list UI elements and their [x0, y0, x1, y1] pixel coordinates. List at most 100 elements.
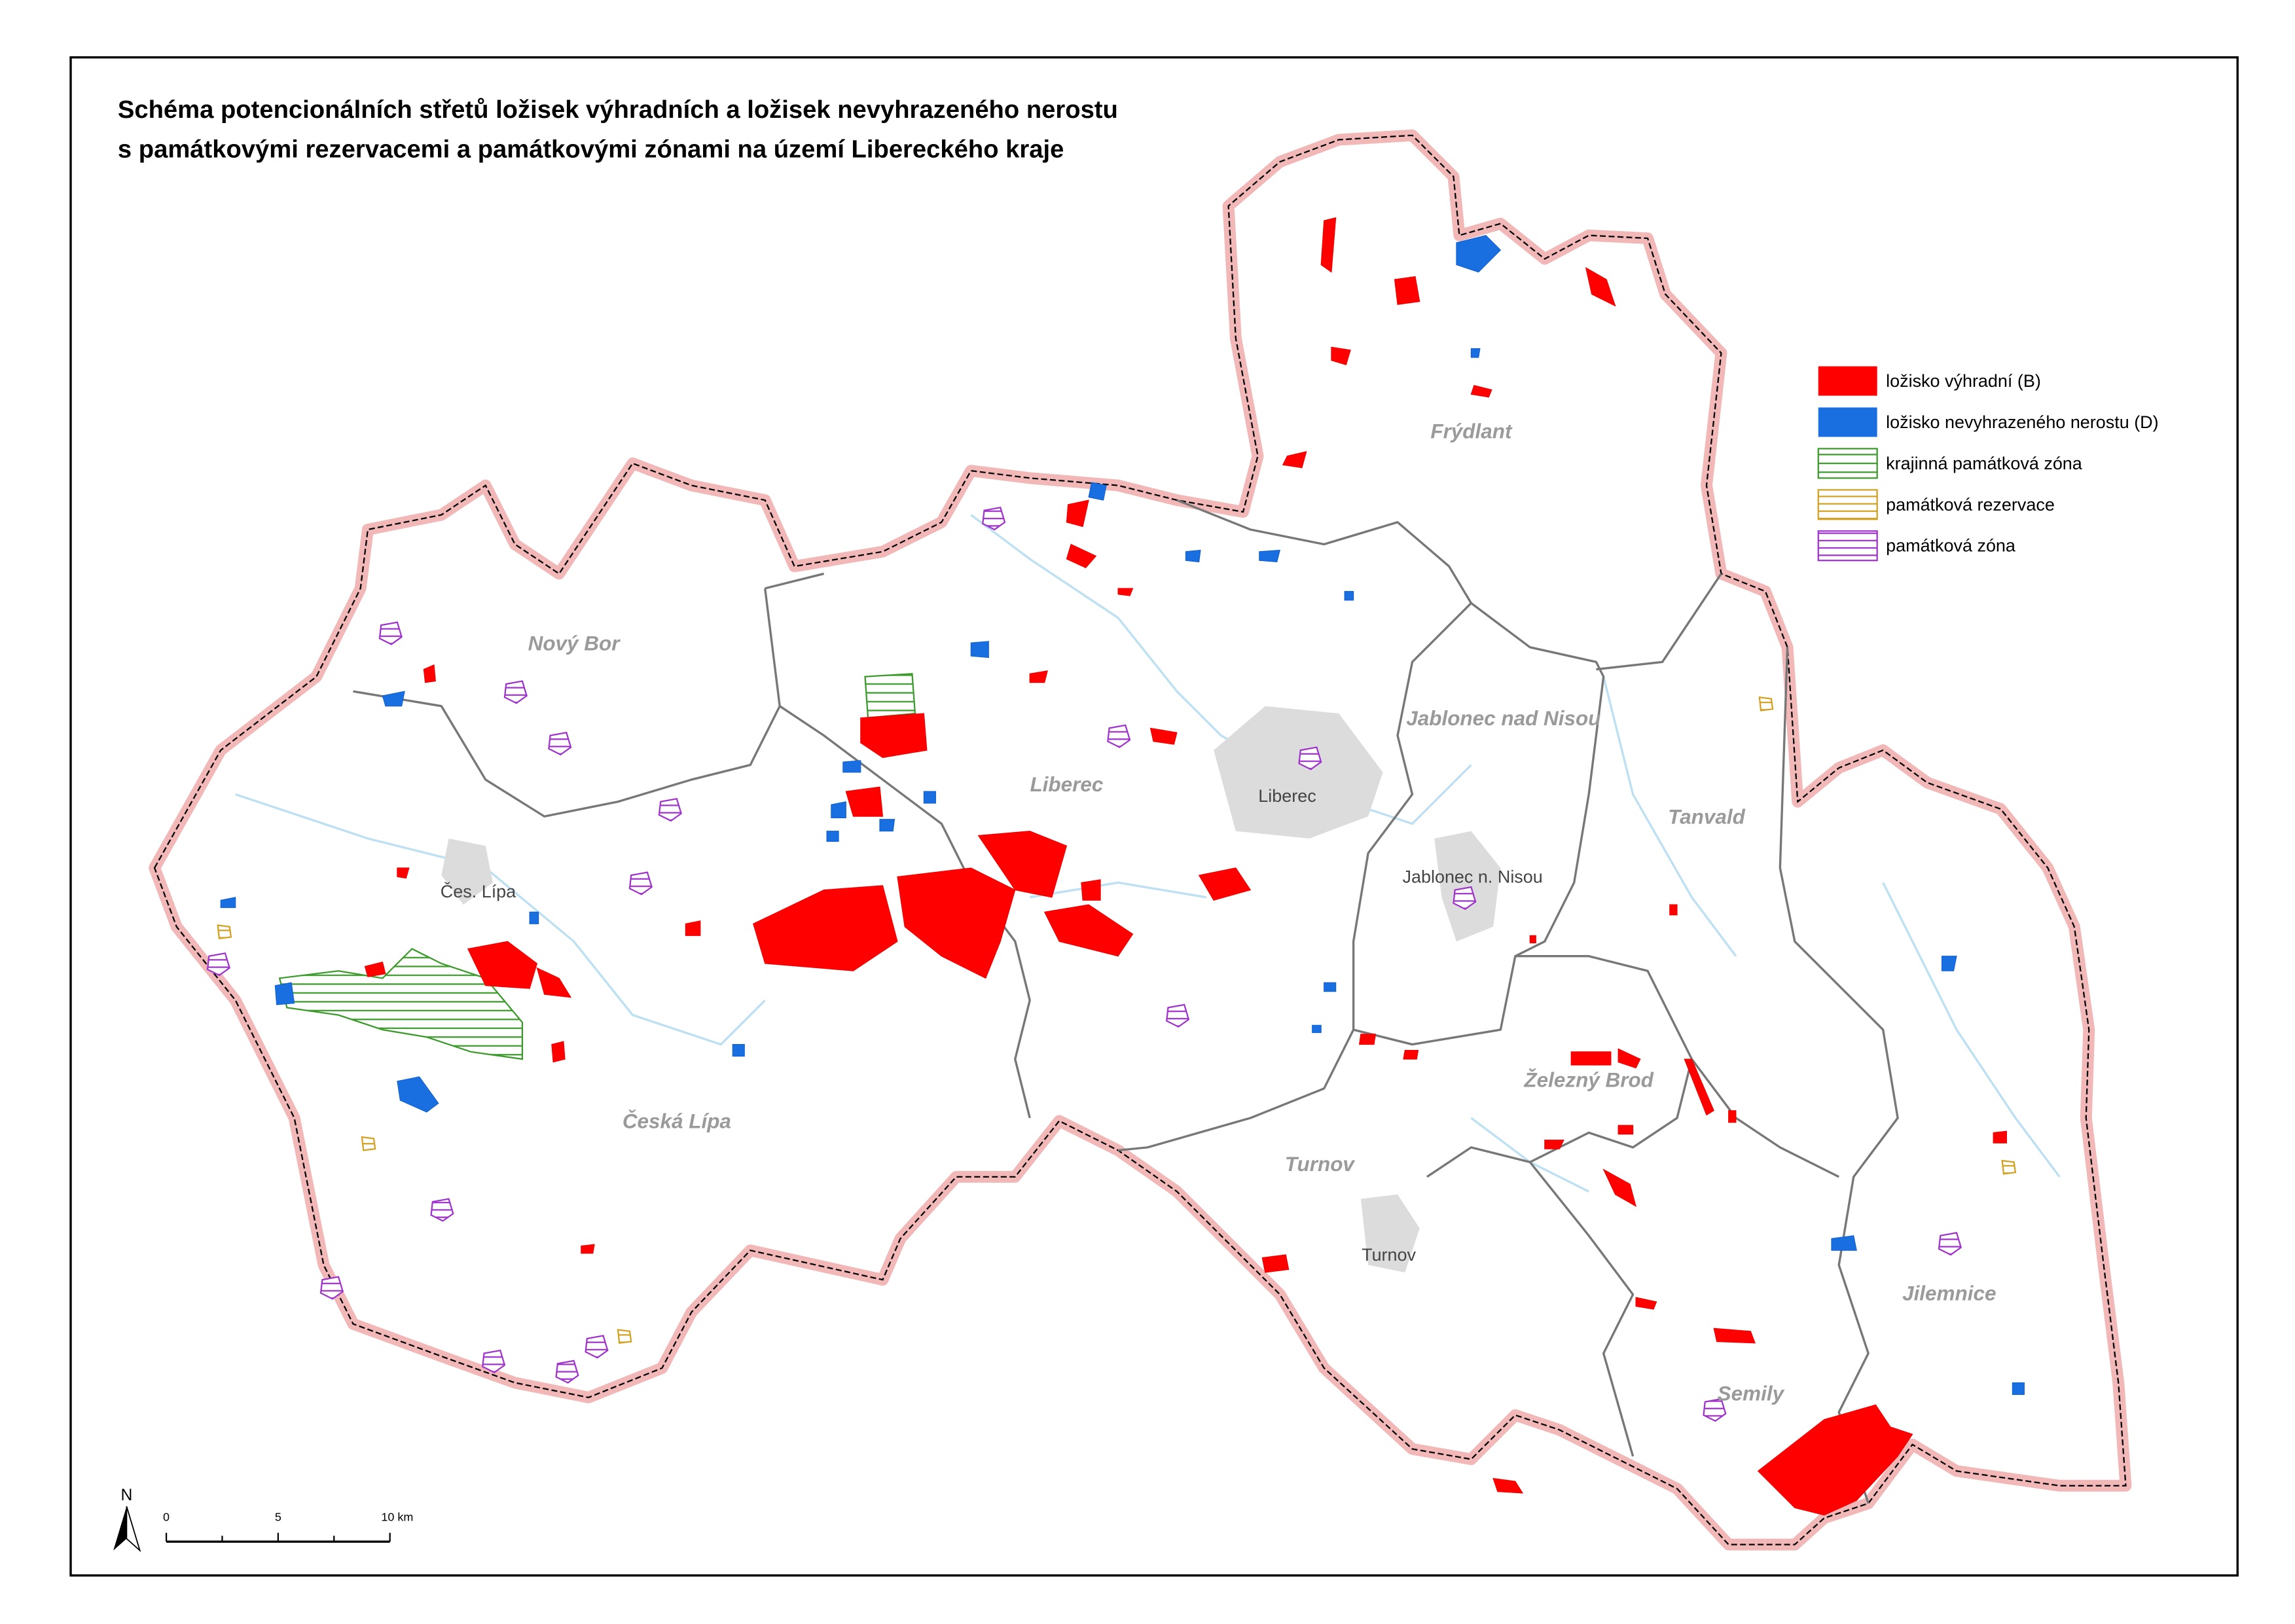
non-reserved-deposit: [831, 801, 846, 819]
district-label: Nový Bor: [528, 632, 621, 655]
scale-label: 10 km: [381, 1511, 413, 1524]
district-label: Semily: [1718, 1382, 1785, 1405]
district-label: Jilemnice: [1902, 1282, 1996, 1305]
heritage-zone: [503, 680, 528, 704]
heritage-reserve: [617, 1329, 632, 1344]
scale-bar: 0 5 10 km: [163, 1511, 413, 1543]
reserved-deposit: [845, 786, 884, 817]
heritage-zone: [430, 1198, 454, 1222]
legend-swatch: [1818, 407, 1877, 437]
landscape-zone: [278, 948, 524, 1060]
heritage-reserve: [361, 1136, 376, 1151]
heritage-reserve: [217, 924, 232, 940]
heritage-zone: [628, 871, 653, 895]
scale-label: 5: [275, 1511, 281, 1524]
legend-label: památková zóna: [1886, 536, 2015, 556]
legend-label: památková rezervace: [1886, 495, 2055, 514]
reserved-deposit: [397, 867, 410, 879]
reserved-deposit: [1331, 346, 1351, 366]
reserved-deposit: [1544, 1140, 1564, 1149]
reserved-deposit: [1713, 1327, 1756, 1344]
reserved-deposit: [1261, 1254, 1290, 1273]
town-area: [1434, 831, 1501, 942]
river: [1029, 881, 1207, 899]
reserved-deposit: [1081, 879, 1101, 901]
north-label: N: [120, 1487, 132, 1504]
district-boundary: [1117, 499, 1473, 1152]
non-reserved-deposit: [1324, 982, 1337, 992]
scale-label: 0: [163, 1511, 170, 1524]
reserved-deposit: [1684, 1058, 1714, 1116]
north-arrow-left: [113, 1506, 127, 1551]
reserved-deposit: [685, 920, 701, 936]
non-reserved-deposit: [1456, 234, 1502, 273]
reserved-deposit: [1669, 904, 1678, 916]
non-reserved-deposit: [732, 1044, 745, 1057]
non-reserved-deposit: [274, 982, 295, 1005]
reserved-deposit: [1617, 1125, 1634, 1135]
reserved-deposit: [1585, 266, 1616, 307]
district-labels: Frýdlant Nový Bor Liberec Jablonec nad N…: [528, 420, 1997, 1405]
non-reserved-deposit: [397, 1076, 439, 1113]
reserved-deposit: [536, 967, 572, 998]
district-label: Turnov: [1285, 1153, 1356, 1176]
reserved-deposit: [1149, 727, 1178, 745]
reserved-deposit: [1470, 385, 1492, 398]
heritage-zone: [585, 1335, 609, 1359]
heritage-reserve: [1758, 696, 1774, 712]
heritage-zone: [1298, 746, 1322, 770]
map-title: Schéma potencionálních střetů ložisek vý…: [118, 96, 1118, 124]
district-label: Jablonec nad Nisou: [1406, 707, 1600, 730]
river: [1602, 676, 1737, 957]
heritage-zone: [378, 621, 403, 645]
reserved-deposit: [1066, 543, 1097, 569]
non-reserved-deposit: [1185, 549, 1201, 563]
district-boundary: [765, 572, 825, 590]
river: [970, 514, 1472, 825]
reserved-deposit: [1282, 451, 1307, 469]
reserved-deposit: [1728, 1110, 1737, 1123]
heritage-zone: [482, 1349, 506, 1374]
reserved-deposit: [364, 962, 386, 977]
town-label: Liberec: [1258, 786, 1316, 806]
reserved-deposit: [467, 941, 538, 989]
non-reserved-deposit: [923, 791, 936, 804]
non-reserved-deposit: [879, 819, 895, 832]
non-reserved-deposit: [1470, 348, 1481, 358]
heritage-zone: [982, 507, 1006, 531]
non-reserved-deposit: [970, 641, 989, 659]
reserved-deposit: [1602, 1168, 1636, 1207]
non-reserved-deposit: [1312, 1024, 1322, 1034]
heritage-zone: [548, 731, 572, 756]
reserved-deposit: [1529, 935, 1536, 944]
town-area: [441, 838, 493, 905]
region-border: [153, 134, 2127, 1545]
reserved-deposit: [1617, 1048, 1641, 1069]
reserved-deposit: [1043, 904, 1134, 957]
heritage-zone: [658, 797, 682, 822]
non-reserved-deposit: [220, 897, 236, 909]
non-reserved-deposit: [1088, 482, 1107, 501]
reserved-deposit: [551, 1041, 566, 1063]
heritage-reserve: [2001, 1159, 2017, 1175]
town-label: Jablonec n. Nisou: [1403, 867, 1543, 886]
town-area: [1360, 1194, 1420, 1272]
town-area: [1214, 706, 1383, 839]
map-title: s památkovými rezervacemi a památkovými …: [118, 135, 1064, 163]
reserved-deposit: [1757, 1404, 1913, 1516]
non-reserved-deposit: [1344, 590, 1354, 601]
district-boundary: [1596, 573, 1722, 671]
heritage-zone: [319, 1276, 344, 1300]
reserved-deposit: [1358, 1034, 1376, 1045]
reserved-deposit: [581, 1244, 595, 1254]
reserved-deposit: [1320, 217, 1337, 273]
non-reserved-deposit: [1831, 1235, 1857, 1251]
reserved-deposit: [1403, 1049, 1419, 1060]
north-arrow: N: [113, 1487, 141, 1553]
legend-label: ložisko nevyhrazeného nerostu (D): [1886, 412, 2158, 432]
legend-swatch: [1817, 530, 1878, 562]
district-boundary: [1691, 1058, 1839, 1178]
legend-swatch: [1818, 366, 1877, 396]
reserved-deposit: [860, 713, 928, 758]
